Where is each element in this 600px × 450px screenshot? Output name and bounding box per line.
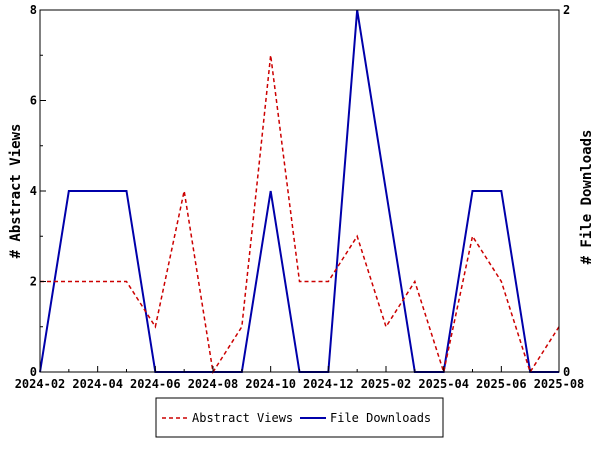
y-right-tick-label: 2 bbox=[563, 3, 570, 17]
right-axis-title: # File Downloads bbox=[579, 130, 595, 265]
x-tick-label: 2025-08 bbox=[534, 377, 585, 391]
x-tick-label: 2024-08 bbox=[188, 377, 239, 391]
x-tick-label: 2025-06 bbox=[476, 377, 527, 391]
series-line-abstract-views bbox=[40, 55, 560, 375]
x-tick-label: 2024-02 bbox=[15, 377, 66, 391]
series-layer bbox=[39, 9, 560, 375]
y-left-tick-label: 6 bbox=[30, 94, 37, 108]
legend-label-file-downloads: File Downloads bbox=[330, 411, 431, 425]
x-tick-label: 2024-06 bbox=[130, 377, 181, 391]
legend: Abstract Views File Downloads bbox=[155, 397, 444, 438]
x-tick-label: 2025-02 bbox=[361, 377, 412, 391]
x-tick-label: 2024-10 bbox=[245, 377, 296, 391]
legend-box bbox=[155, 397, 444, 438]
ticks-layer: 2024-02 2024-04 2024-06 2024-08 2024-10 2024-… bbox=[15, 3, 585, 391]
left-axis-title: # Abstract Views bbox=[8, 124, 24, 259]
y-left-tick-label: 0 bbox=[30, 365, 37, 379]
y-left-tick-label: 2 bbox=[30, 275, 37, 289]
x-tick-label: 2025-04 bbox=[418, 377, 469, 391]
y-right-tick-label: 0 bbox=[563, 365, 570, 379]
x-tick-label: 2024-12 bbox=[303, 377, 354, 391]
legend-label-abstract-views: Abstract Views bbox=[192, 411, 293, 425]
x-tick-label: 2024-04 bbox=[72, 377, 123, 391]
y-left-tick-label: 8 bbox=[30, 3, 37, 17]
series-line-file-downloads bbox=[39, 9, 559, 373]
y-left-tick-label: 4 bbox=[30, 184, 37, 198]
